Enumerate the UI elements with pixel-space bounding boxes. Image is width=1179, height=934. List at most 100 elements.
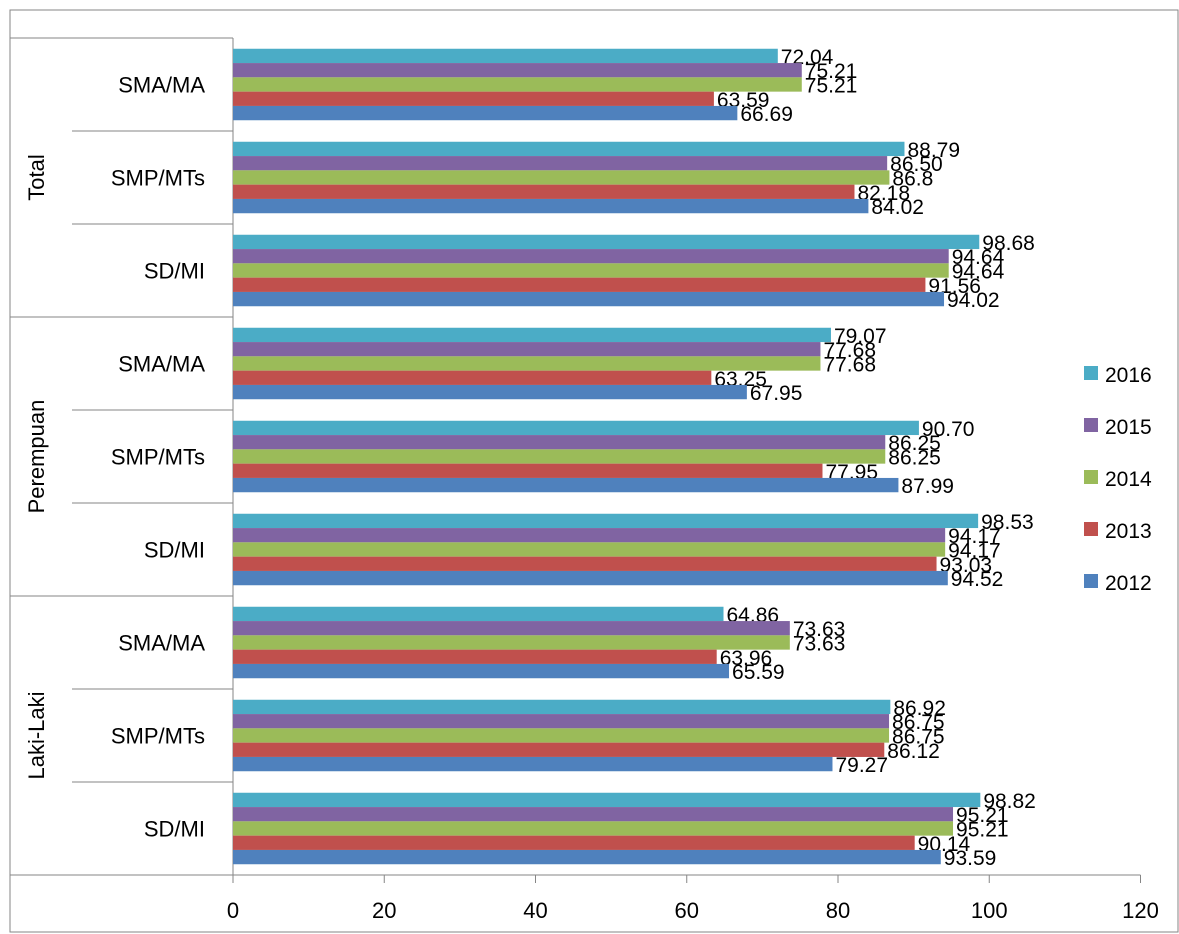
category-label: SMA/MA (118, 352, 205, 377)
legend-swatch-2012 (1084, 574, 1098, 588)
legend-entry: 2016 (1105, 364, 1152, 387)
data-label: 75.21 (805, 60, 858, 83)
bar-2013 (233, 184, 855, 199)
data-label: 93.03 (940, 554, 993, 577)
bar-2012 (233, 477, 899, 493)
group-label: Perempuan (24, 400, 49, 514)
data-label: 94.17 (948, 540, 1001, 563)
bar-2015 (233, 714, 890, 729)
legend-swatch-2013 (1084, 522, 1098, 536)
data-label: 79.27 (835, 754, 888, 777)
bar-2012 (233, 291, 945, 307)
data-label: 86.75 (892, 711, 945, 734)
data-label: 88.79 (907, 139, 960, 162)
data-label: 86.8 (892, 168, 933, 191)
bar-2016 (233, 420, 919, 436)
data-label: 93.59 (944, 847, 997, 870)
bar-2014 (233, 170, 890, 185)
data-label: 98.82 (983, 790, 1036, 813)
category-label: SMA/MA (118, 73, 205, 98)
data-label: 73.63 (793, 633, 846, 656)
data-label: 73.63 (793, 618, 846, 641)
bar-2015 (233, 807, 954, 822)
bar-2012 (233, 849, 941, 865)
bar-2013 (233, 91, 714, 106)
x-tick-label: 0 (227, 898, 239, 923)
legend-entry: 2015 (1105, 416, 1152, 439)
bar-2015 (233, 435, 886, 450)
bar-2016 (233, 48, 778, 64)
data-label: 86.25 (888, 432, 941, 455)
bar-2012 (233, 198, 869, 214)
data-label: 82.18 (857, 182, 910, 205)
legend-swatch-2014 (1084, 470, 1098, 484)
data-label: 86.25 (888, 447, 941, 470)
category-label: SD/MI (144, 538, 205, 563)
bar-2014 (233, 542, 946, 557)
data-label: 75.21 (805, 75, 858, 98)
data-label: 77.68 (823, 339, 876, 362)
data-label: 98.68 (982, 232, 1035, 255)
bar-2014 (233, 263, 949, 278)
bar-2013 (233, 370, 712, 385)
data-label: 98.53 (981, 511, 1034, 534)
data-label: 94.02 (947, 289, 1000, 312)
data-label: 94.52 (951, 568, 1004, 591)
bar-2015 (233, 63, 802, 78)
bar-2014 (233, 449, 886, 464)
x-tick-label: 20 (372, 898, 396, 923)
data-label: 95.21 (956, 804, 1009, 827)
category-label: SD/MI (144, 817, 205, 842)
bar-2012 (233, 384, 747, 400)
legend-entry: 2013 (1105, 520, 1152, 543)
category-label: SMP/MTs (111, 724, 205, 749)
bar-2012 (233, 570, 948, 586)
category-label: SMA/MA (118, 631, 205, 656)
data-label: 77.68 (823, 354, 876, 377)
bar-2013 (233, 742, 885, 757)
data-label: 94.64 (952, 246, 1005, 269)
bar-2015 (233, 249, 949, 264)
data-label: 94.17 (948, 525, 1001, 548)
bar-2014 (233, 635, 790, 650)
data-label: 94.64 (952, 261, 1005, 284)
bar-2013 (233, 556, 937, 571)
data-label: 87.99 (901, 475, 954, 498)
x-tick-label: 40 (523, 898, 547, 923)
bar-2015 (233, 621, 790, 636)
legend-swatch-2015 (1084, 418, 1098, 432)
data-label: 86.50 (890, 153, 943, 176)
data-label: 95.21 (956, 819, 1009, 842)
data-label: 86.75 (892, 726, 945, 749)
group-label: Laki-Laki (24, 691, 49, 779)
bar-2013 (233, 277, 926, 292)
bar-2013 (233, 463, 823, 478)
data-label: 90.70 (922, 418, 975, 441)
bar-2015 (233, 156, 888, 171)
bar-2015 (233, 528, 946, 543)
bar-2013 (233, 649, 717, 664)
bar-2016 (233, 141, 905, 157)
group-label: Total (24, 154, 49, 200)
chart-frame (9, 9, 1179, 933)
bar-2016 (233, 234, 980, 250)
category-label: SMP/MTs (111, 445, 205, 470)
x-tick-label: 100 (971, 898, 1008, 923)
category-label: SD/MI (144, 259, 205, 284)
bar-2016 (233, 513, 979, 529)
legend-entry: 2014 (1105, 468, 1152, 491)
x-tick-label: 120 (1122, 898, 1159, 923)
x-tick-label: 80 (826, 898, 850, 923)
bar-2016 (233, 699, 891, 715)
data-label: 79.07 (834, 325, 887, 348)
data-label: 63.96 (720, 647, 773, 670)
bar-2015 (233, 342, 821, 357)
legend-entry: 2012 (1105, 572, 1152, 595)
data-label: 66.69 (740, 103, 793, 126)
bar-2014 (233, 77, 802, 92)
bar-2016 (233, 606, 724, 622)
bar-2012 (233, 756, 833, 772)
data-label: 67.95 (750, 382, 803, 405)
bar-2013 (233, 835, 915, 850)
